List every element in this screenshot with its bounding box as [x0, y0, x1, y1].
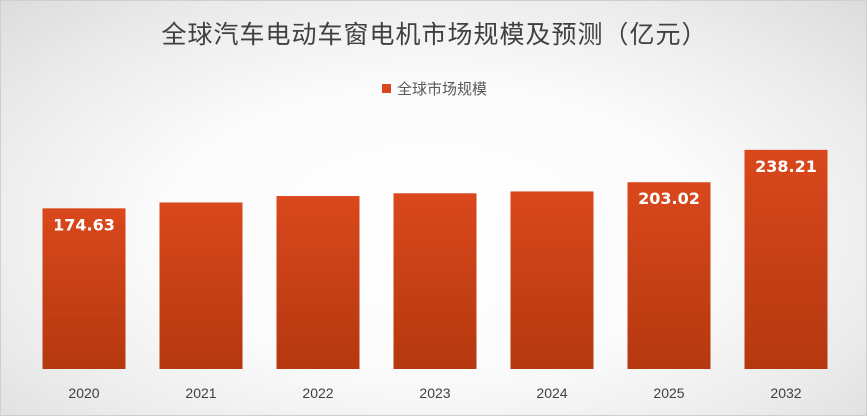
bar-2020	[42, 208, 126, 369]
data-label-2020: 174.63	[53, 215, 115, 234]
legend-swatch	[381, 84, 391, 93]
data-label-2025: 203.02	[638, 189, 700, 208]
x-tick-2021: 2021	[185, 385, 216, 401]
legend: 全球市场规模	[1, 78, 867, 99]
bar-2032	[744, 149, 828, 369]
bar-2025	[627, 182, 711, 369]
bar-2024	[510, 191, 594, 369]
bar-2022	[276, 196, 360, 369]
data-label-2032: 238.21	[755, 157, 817, 176]
x-tick-2022: 2022	[302, 385, 333, 401]
x-tick-2025: 2025	[653, 385, 684, 401]
legend-label: 全球市场规模	[396, 80, 487, 98]
x-tick-2032: 2032	[770, 385, 801, 401]
x-tick-2023: 2023	[419, 385, 450, 401]
bar-2021	[159, 202, 243, 369]
bar-2023	[393, 193, 477, 369]
chart-title: 全球汽车电动车窗电机市场规模及预测（亿元）	[161, 20, 708, 49]
x-tick-2024: 2024	[536, 385, 567, 401]
x-tick-2020: 2020	[68, 385, 99, 401]
